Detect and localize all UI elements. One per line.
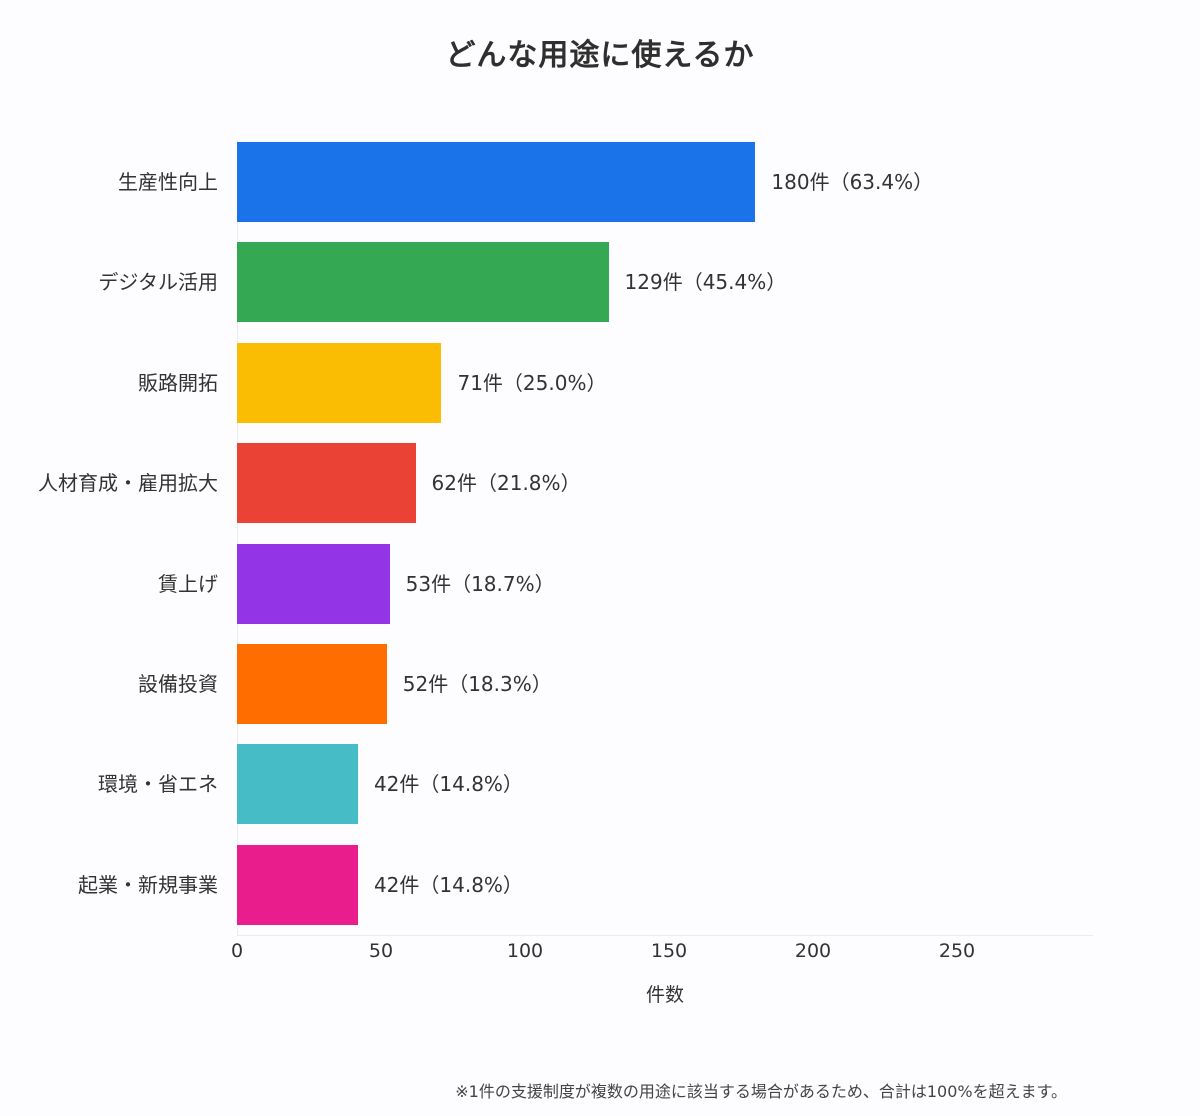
bar: [237, 644, 387, 724]
data-label: 42件（14.8%）: [373, 772, 523, 797]
category-label: デジタル活用: [98, 270, 218, 295]
bar-row: 生産性向上 180件（63.4%）: [0, 142, 1200, 222]
data-label: 129件（45.4%）: [624, 270, 787, 295]
x-tick-label: 100: [506, 940, 544, 962]
bar: [237, 844, 358, 925]
data-label: 180件（63.4%）: [771, 170, 934, 194]
x-axis-line: [237, 935, 1093, 936]
data-label: 53件（18.7%）: [405, 571, 555, 596]
data-label: 62件（21.8%）: [431, 471, 581, 496]
bar: [237, 443, 416, 524]
bar-row: 起業・新規事業 42件（14.8%）: [0, 844, 1200, 925]
footnote: ※1件の支援制度が複数の用途に該当する場合があるため、合計は100%を超えます。: [455, 1082, 1067, 1101]
bar: [237, 242, 609, 323]
x-axis-label: 件数: [645, 984, 685, 1006]
category-label: 環境・省エネ: [98, 772, 218, 797]
x-tick-label: 0: [230, 940, 244, 962]
x-tick-label: 200: [794, 940, 832, 962]
data-label: 52件（18.3%）: [402, 672, 552, 696]
data-label: 71件（25.0%）: [457, 370, 607, 395]
category-label: 賃上げ: [158, 571, 218, 596]
bar: [237, 744, 358, 825]
bar: [237, 342, 442, 423]
data-label: 42件（14.8%）: [373, 872, 523, 897]
bar-row: 人材育成・雇用拡大 62件（21.8%）: [0, 443, 1200, 524]
bar: [237, 543, 390, 624]
bar-row: デジタル活用 129件（45.4%）: [0, 242, 1200, 323]
bar-row: 販路開拓 71件（25.0%）: [0, 342, 1200, 423]
x-tick-label: 250: [938, 940, 976, 962]
x-tick-label: 150: [650, 940, 688, 962]
category-label: 起業・新規事業: [78, 872, 218, 897]
bar-row: 環境・省エネ 42件（14.8%）: [0, 744, 1200, 825]
x-tick-label: 50: [368, 940, 394, 962]
bar: [237, 142, 756, 222]
category-label: 生産性向上: [118, 170, 218, 194]
y-axis-line: [237, 140, 238, 936]
category-label: 販路開拓: [138, 370, 218, 395]
chart-title: どんな用途に使えるか: [445, 38, 755, 73]
category-label: 人材育成・雇用拡大: [38, 471, 218, 496]
bar-row: 賃上げ 53件（18.7%）: [0, 543, 1200, 624]
category-label: 設備投資: [138, 672, 218, 696]
bar-row: 設備投資 52件（18.3%）: [0, 644, 1200, 724]
